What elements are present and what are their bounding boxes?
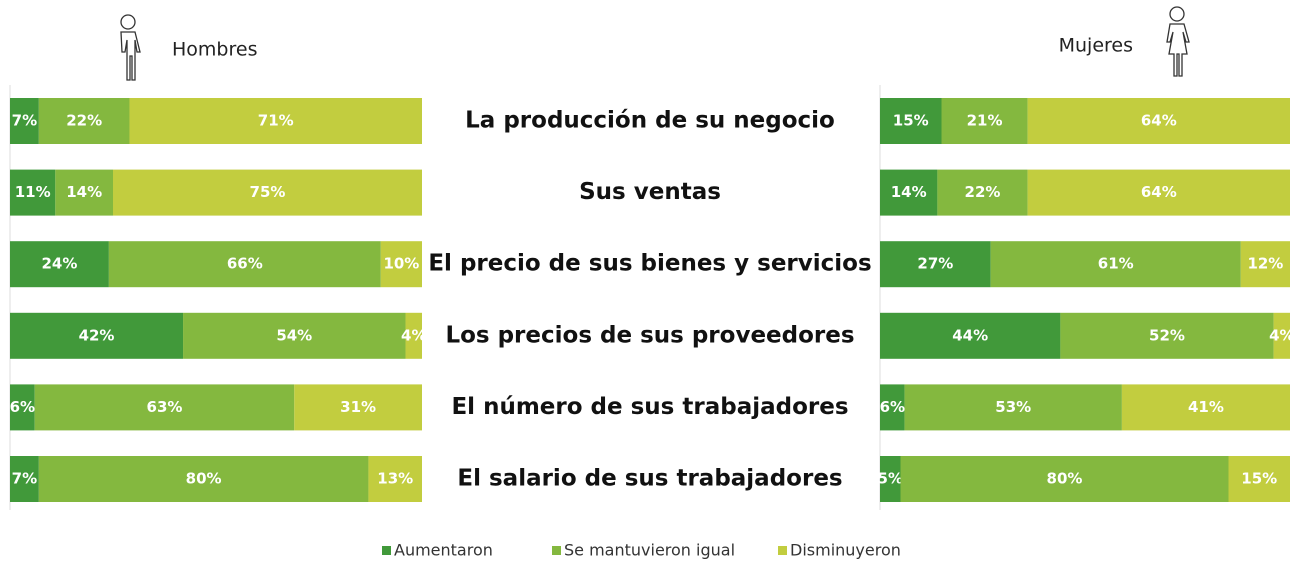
- value-label: 61%: [1098, 255, 1134, 273]
- bar-segment: [1027, 169, 1290, 216]
- value-label: 7%: [12, 470, 37, 488]
- man-icon: [120, 14, 141, 81]
- bar-segment: [880, 98, 942, 144]
- bar-segment: [10, 456, 39, 502]
- category-label: El número de sus trabajadores: [451, 394, 848, 420]
- category-label: Los precios de sus proveedores: [445, 322, 854, 348]
- category-label: El precio de sus bienes y servicios: [428, 251, 871, 277]
- category-label: Sus ventas: [579, 179, 721, 205]
- bar-segment: [10, 312, 184, 359]
- value-label: 4%: [401, 326, 426, 344]
- bar-segment: [10, 98, 39, 144]
- bar-segment: [183, 312, 406, 359]
- bar-segment: [990, 241, 1241, 288]
- value-label: 71%: [258, 112, 294, 130]
- value-label: 4%: [1269, 326, 1294, 344]
- bar-segment: [380, 241, 422, 288]
- bar-segment: [368, 456, 422, 502]
- value-label: 6%: [10, 398, 35, 416]
- bar-segment: [880, 456, 901, 502]
- value-label: 80%: [186, 470, 222, 488]
- value-label: 11%: [15, 183, 51, 201]
- value-label: 44%: [952, 326, 988, 344]
- bar-segment: [10, 169, 56, 216]
- bar-segment: [1121, 384, 1290, 431]
- category-label: La producción de su negocio: [465, 108, 835, 134]
- value-label: 10%: [383, 255, 419, 273]
- value-label: 42%: [79, 326, 115, 344]
- value-label: 24%: [41, 255, 77, 273]
- category-label: El salario de sus trabajadores: [457, 466, 842, 492]
- woman-icon: [1166, 6, 1190, 77]
- bar-segment: [1240, 241, 1290, 288]
- value-label: 75%: [250, 183, 286, 201]
- bar-segment: [904, 384, 1122, 431]
- bar-segment: [1060, 312, 1274, 359]
- value-label: 52%: [1149, 326, 1185, 344]
- value-label: 21%: [967, 112, 1003, 130]
- legend-swatch: [382, 546, 391, 555]
- value-label: 41%: [1188, 398, 1224, 416]
- value-label: 54%: [276, 326, 312, 344]
- bar-segment: [937, 169, 1028, 216]
- value-label: 64%: [1141, 112, 1177, 130]
- bar-segment: [1228, 456, 1290, 502]
- bar-segment: [294, 384, 422, 431]
- legend-label: Disminuyeron: [790, 541, 901, 560]
- bar-segment: [129, 98, 423, 144]
- value-label: 15%: [893, 112, 929, 130]
- legend-swatch: [778, 546, 787, 555]
- panel-title: Hombres: [172, 39, 257, 61]
- value-label: 22%: [965, 183, 1001, 201]
- value-label: 63%: [147, 398, 183, 416]
- panel-title: Mujeres: [1059, 35, 1133, 57]
- value-label: 14%: [891, 183, 927, 201]
- bar-segment: [10, 241, 109, 288]
- value-label: 22%: [66, 112, 102, 130]
- value-label: 6%: [880, 398, 905, 416]
- bar-segment: [880, 169, 938, 216]
- value-label: 66%: [227, 255, 263, 273]
- bar-segment: [880, 241, 991, 288]
- bar-segment: [1027, 98, 1290, 144]
- bar-segment: [880, 312, 1061, 359]
- bar-segment: [900, 456, 1229, 502]
- value-label: 15%: [1241, 470, 1277, 488]
- legend-label: Aumentaron: [394, 541, 493, 560]
- value-label: 12%: [1247, 255, 1283, 273]
- legend-swatch: [552, 546, 561, 555]
- bar-segment: [34, 384, 295, 431]
- bar-segment: [405, 312, 422, 359]
- bar-segment: [55, 169, 113, 216]
- value-label: 80%: [1047, 470, 1083, 488]
- value-label: 14%: [66, 183, 102, 201]
- legend-label: Se mantuvieron igual: [564, 541, 735, 560]
- bar-segment: [108, 241, 381, 288]
- value-label: 5%: [878, 470, 903, 488]
- bar-segment: [38, 98, 130, 144]
- value-label: 53%: [995, 398, 1031, 416]
- bar-segment: [113, 169, 422, 216]
- bar-segment: [880, 384, 905, 431]
- value-label: 27%: [917, 255, 953, 273]
- bar-segment: [1273, 312, 1290, 359]
- value-label: 64%: [1141, 183, 1177, 201]
- bar-segment: [38, 456, 369, 502]
- bar-segment: [10, 384, 35, 431]
- bar-segment: [941, 98, 1028, 144]
- value-label: 7%: [12, 112, 37, 130]
- value-label: 13%: [377, 470, 413, 488]
- value-label: 31%: [340, 398, 376, 416]
